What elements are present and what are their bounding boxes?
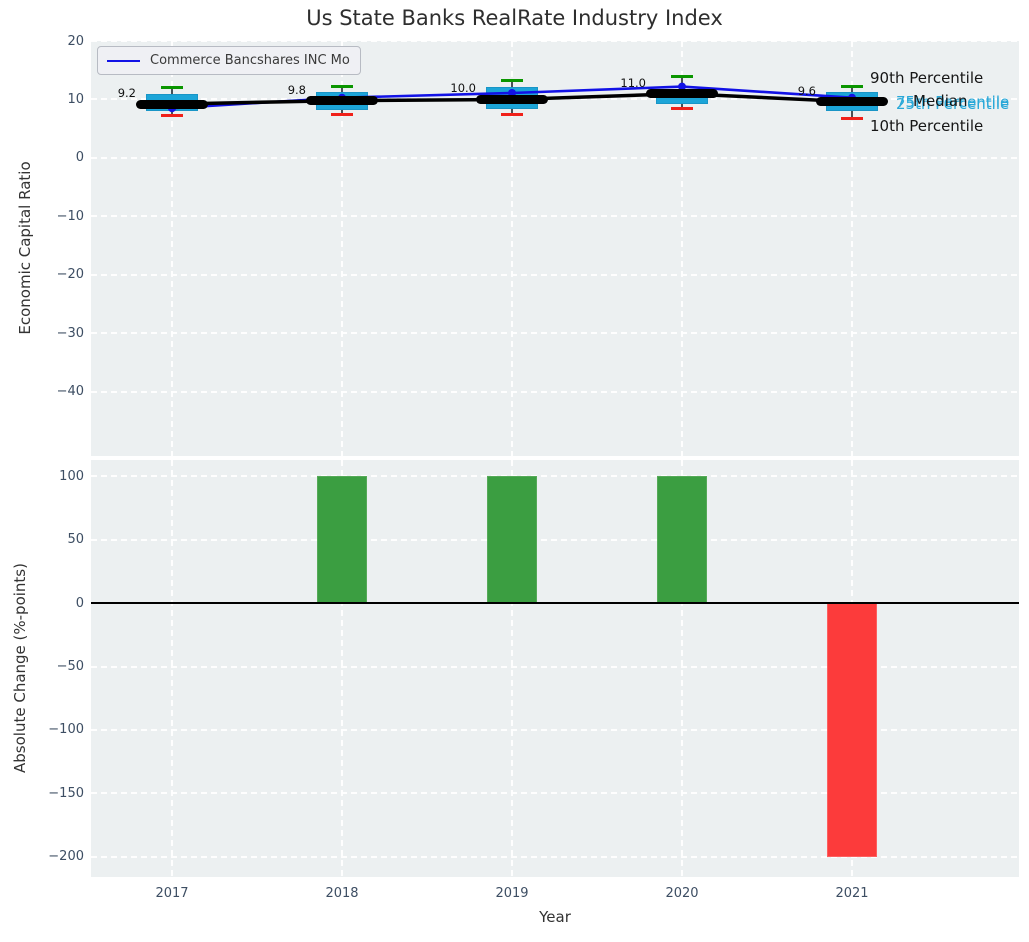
gridline-h xyxy=(91,390,1019,393)
y-tick-label: −30 xyxy=(56,325,84,341)
y-tick-label: 50 xyxy=(67,532,84,548)
annotation-75th-percentile: 75th Percentile xyxy=(896,93,1010,111)
legend: Commerce Bancshares INC Mo xyxy=(97,46,361,75)
gridline-v xyxy=(171,41,173,456)
y-tick-label: −10 xyxy=(56,208,84,224)
gridline-h xyxy=(91,855,1019,858)
y-tick-label: −20 xyxy=(56,267,84,283)
median-value-label: 10.0 xyxy=(450,81,476,96)
change-bar-positive xyxy=(657,476,707,604)
gridline-v xyxy=(681,41,683,456)
x-tick-label: 2017 xyxy=(155,886,189,901)
y-tick-label: −50 xyxy=(56,659,84,675)
y-tick-label: 20 xyxy=(67,33,84,49)
gridline-h xyxy=(91,475,1019,478)
y-tick-label: 100 xyxy=(59,468,84,484)
chart-title: Us State Banks RealRate Industry Index xyxy=(306,6,723,30)
whisker-cap-p90 xyxy=(501,79,523,83)
change-bar-positive xyxy=(317,476,367,604)
gridline-v xyxy=(341,460,343,877)
median-value-label: 9.2 xyxy=(117,86,136,101)
median-value-label: 11.0 xyxy=(620,75,646,90)
y-tick-label: 10 xyxy=(67,91,84,107)
annotation-10th-percentile: 10th Percentile xyxy=(870,117,984,135)
annotation-median: Median xyxy=(913,92,968,110)
y-tick-label: −40 xyxy=(56,384,84,400)
whisker-cap-p90 xyxy=(161,86,183,90)
median-bar xyxy=(476,94,548,104)
annotation-90th-percentile: 90th Percentile xyxy=(870,69,984,87)
whisker-cap-p10 xyxy=(671,106,693,110)
gridline-v xyxy=(171,460,173,877)
x-tick-label: 2019 xyxy=(495,886,529,901)
gridline-h xyxy=(91,538,1019,541)
gridline-h xyxy=(91,332,1019,335)
median-bar xyxy=(646,89,718,99)
median-value-label: 9.6 xyxy=(797,83,816,98)
y-tick-label: 0 xyxy=(75,595,84,611)
whisker-cap-p90 xyxy=(331,84,353,88)
median-bar xyxy=(306,96,378,106)
gridline-h xyxy=(91,215,1019,218)
y-tick-label: 0 xyxy=(75,150,84,166)
gridline-h xyxy=(91,665,1019,668)
whisker-cap-p10 xyxy=(841,116,863,120)
y-tick-label: −200 xyxy=(48,849,84,865)
gridline-h xyxy=(91,728,1019,731)
legend-label: Commerce Bancshares INC Mo xyxy=(150,53,350,68)
x-tick-label: 2020 xyxy=(665,886,699,901)
zero-axis-line xyxy=(91,602,1019,605)
y-tick-label: −150 xyxy=(48,785,84,801)
top-plot-area: 9.2 9.8 10.0 11.0 9.6 Commerce Bancshares IN… xyxy=(91,40,1019,456)
x-tick-label: 2018 xyxy=(325,886,359,901)
company-marker xyxy=(678,82,686,91)
gridline-v xyxy=(511,460,513,877)
whisker-cap-p90 xyxy=(671,74,693,78)
gridline-v xyxy=(681,460,683,877)
x-axis-label: Year xyxy=(539,908,571,926)
median-value-label: 9.8 xyxy=(287,82,306,97)
gridline-h xyxy=(91,156,1019,159)
gridline-v xyxy=(511,41,513,456)
whisker-cap-p10 xyxy=(161,113,183,117)
change-bar-negative xyxy=(827,603,877,857)
gridline-h xyxy=(91,273,1019,276)
median-bar xyxy=(816,97,888,107)
whisker-cap-p90 xyxy=(841,85,863,89)
gridline-h xyxy=(91,40,1019,42)
gridline-h xyxy=(91,792,1019,795)
gridline-v xyxy=(341,41,343,456)
bottom-plot-area xyxy=(91,460,1019,877)
y-axis-label-top: Economic Capital Ratio xyxy=(16,161,34,335)
y-tick-label: −100 xyxy=(48,722,84,738)
gridline-v xyxy=(851,41,853,456)
legend-line-icon xyxy=(107,59,140,62)
median-bar xyxy=(136,99,208,109)
change-bar-positive xyxy=(487,476,537,604)
annotation-25th-percentile: 25th Percentile xyxy=(896,95,1010,113)
x-tick-label: 2021 xyxy=(835,886,869,901)
whisker-cap-p10 xyxy=(501,112,523,116)
whisker-cap-p10 xyxy=(331,112,353,116)
